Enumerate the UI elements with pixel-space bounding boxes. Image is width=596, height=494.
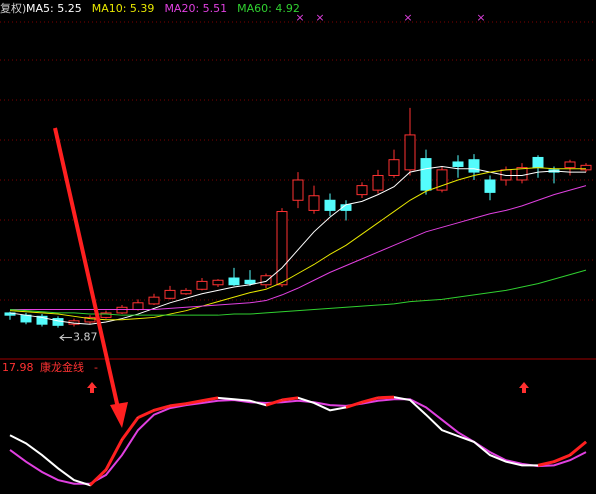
candle-body <box>196 280 208 290</box>
ma-line <box>9 167 586 321</box>
highlight-segment <box>265 398 283 407</box>
highlight-segment <box>120 416 140 441</box>
arrow-head <box>110 402 128 428</box>
candle-body <box>84 316 96 323</box>
header: 复权) <box>0 1 26 15</box>
grid <box>0 21 596 301</box>
indicator-title: 康龙金线 <box>40 360 84 374</box>
signal-arrow <box>87 382 97 393</box>
candle-body <box>404 134 416 171</box>
candle-body <box>100 312 112 318</box>
highlight-segment <box>377 395 395 400</box>
candle-body <box>580 164 592 171</box>
signal-arrow <box>519 382 529 393</box>
candle-body <box>372 174 384 191</box>
highlight-segment <box>345 400 363 409</box>
candle-body <box>452 161 464 167</box>
candle-body <box>36 315 48 325</box>
candle-body <box>516 167 528 181</box>
indicator-top-label: 17.98 <box>2 361 34 374</box>
candle-body <box>420 158 432 191</box>
indicator-panel <box>9 382 587 487</box>
candle-body <box>276 211 288 286</box>
annotation-arrow <box>53 127 128 428</box>
candle-body <box>260 275 272 286</box>
candle-body <box>532 156 544 169</box>
highlight-segment <box>361 396 379 404</box>
marker: × <box>315 11 324 24</box>
arrow-shaft <box>53 127 120 409</box>
candle-body <box>324 199 336 211</box>
highlight-segment <box>169 402 187 408</box>
highlight-segment <box>153 404 171 412</box>
marker: × <box>295 11 304 24</box>
candle-body <box>228 277 240 286</box>
indicator-line <box>9 398 587 485</box>
highlight-segment <box>137 408 155 420</box>
candle-body <box>148 296 160 305</box>
candle-body <box>484 179 496 193</box>
candle-body <box>180 289 192 295</box>
highlight-segment <box>281 396 299 402</box>
legend-entry: MA5: 5.25 <box>26 2 82 15</box>
highlight-segment <box>201 396 219 403</box>
legend-entry: MA60: 4.92 <box>237 2 300 15</box>
candle-body <box>468 159 480 173</box>
ma-line <box>9 269 587 316</box>
low-label: 3.87 <box>73 331 98 344</box>
highlight-segment <box>569 440 587 457</box>
legend-entry: MA10: 5.39 <box>92 2 155 15</box>
candle-body <box>164 289 176 299</box>
candle-body <box>116 306 128 314</box>
highlight-segment <box>88 468 108 487</box>
candle-body <box>20 314 32 323</box>
price-panel: 3.87 <box>4 107 592 344</box>
highlight-segment <box>553 453 571 464</box>
candle-body <box>388 159 400 176</box>
candle-body <box>564 161 576 169</box>
indicator-value: - <box>94 361 98 374</box>
candle-body <box>244 279 256 285</box>
marker: × <box>476 11 485 24</box>
candle-body <box>132 302 144 311</box>
candle-body <box>308 195 320 211</box>
low-pointer-head <box>59 334 65 341</box>
marker: × <box>403 11 412 24</box>
candle-body <box>212 279 224 286</box>
candle-body <box>436 169 448 191</box>
candle-body <box>356 185 368 196</box>
highlight-segment <box>104 438 124 471</box>
candle-body <box>292 179 304 201</box>
highlight-segment <box>537 460 555 467</box>
legend-entry: MA20: 5.51 <box>164 2 227 15</box>
highlight-segment <box>185 399 203 406</box>
ma-line <box>10 185 587 311</box>
top-markers: × × × × <box>295 11 485 24</box>
